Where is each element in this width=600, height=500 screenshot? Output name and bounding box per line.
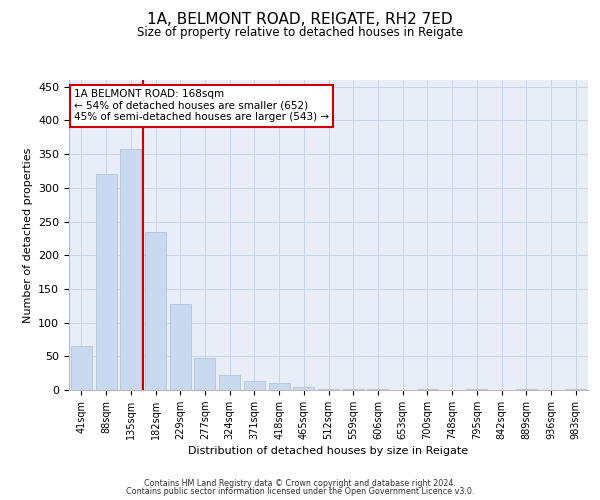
Bar <box>71 346 92 390</box>
Bar <box>244 380 265 390</box>
X-axis label: Distribution of detached houses by size in Reigate: Distribution of detached houses by size … <box>188 446 469 456</box>
Text: Size of property relative to detached houses in Reigate: Size of property relative to detached ho… <box>137 26 463 39</box>
Text: Contains HM Land Registry data © Crown copyright and database right 2024.: Contains HM Land Registry data © Crown c… <box>144 478 456 488</box>
Bar <box>417 388 438 390</box>
Bar <box>120 148 141 390</box>
Bar <box>170 304 191 390</box>
Bar <box>194 358 215 390</box>
Bar <box>269 384 290 390</box>
Bar <box>565 388 586 390</box>
Text: Contains public sector information licensed under the Open Government Licence v3: Contains public sector information licen… <box>126 487 474 496</box>
Bar <box>145 232 166 390</box>
Text: 1A BELMONT ROAD: 168sqm
← 54% of detached houses are smaller (652)
45% of semi-d: 1A BELMONT ROAD: 168sqm ← 54% of detache… <box>74 90 329 122</box>
Bar <box>293 386 314 390</box>
Text: 1A, BELMONT ROAD, REIGATE, RH2 7ED: 1A, BELMONT ROAD, REIGATE, RH2 7ED <box>147 12 453 28</box>
Bar <box>95 174 116 390</box>
Y-axis label: Number of detached properties: Number of detached properties <box>23 148 32 322</box>
Bar <box>318 388 339 390</box>
Bar <box>219 375 240 390</box>
